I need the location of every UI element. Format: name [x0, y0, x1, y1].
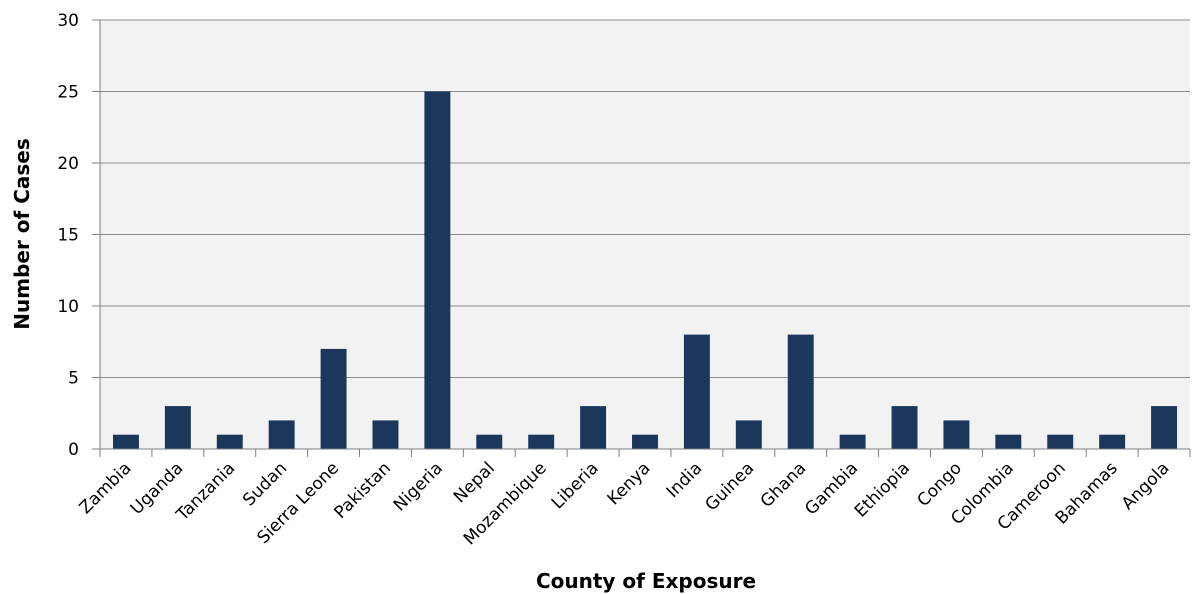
x-tick-label: Angola — [1118, 458, 1174, 514]
axes — [99, 20, 1191, 457]
x-tick-label: Liberia — [548, 458, 603, 513]
bar-kenya — [632, 434, 658, 449]
y-tick-label: 15 — [57, 226, 79, 246]
bars — [112, 91, 1178, 449]
x-tick-label: Kenya — [604, 458, 655, 509]
bar-nigeria — [424, 91, 451, 449]
bar-colombia — [995, 434, 1022, 449]
bar-ethiopia — [891, 406, 918, 449]
bar-mozambique — [528, 434, 555, 449]
y-tick-label: 5 — [68, 369, 79, 389]
bar-pakistan — [372, 420, 399, 449]
bar-uganda — [164, 406, 191, 449]
bar-cameroon — [1047, 434, 1074, 449]
gridlines — [92, 19, 1190, 450]
y-tick-label: 25 — [57, 83, 79, 103]
y-tick-labels: 0 5 10 15 20 25 30 — [57, 11, 79, 460]
bar-sudan — [268, 420, 295, 449]
bar-guinea — [735, 420, 762, 449]
bar-ghana — [787, 334, 814, 449]
x-tick-label: Nepal — [450, 458, 499, 507]
x-tick-label: Guinea — [702, 458, 759, 515]
x-tick-label: Ethiopia — [851, 458, 914, 521]
x-axis-title: County of Exposure — [536, 569, 756, 593]
bar-liberia — [580, 406, 607, 449]
bar-sierra-leone — [320, 348, 347, 449]
bar-congo — [943, 420, 970, 449]
bar-tanzania — [216, 434, 243, 449]
x-tick-label: Zambia — [76, 458, 136, 518]
bar-nepal — [476, 434, 503, 449]
y-tick-label: 0 — [68, 440, 79, 460]
bar-angola — [1151, 406, 1178, 449]
y-tick-label: 30 — [57, 11, 79, 31]
bar-zambia — [112, 434, 139, 449]
bar-bahamas — [1099, 434, 1126, 449]
bar-india — [683, 334, 710, 449]
x-tick-label: Nigeria — [390, 458, 447, 515]
bar-gambia — [839, 434, 866, 449]
y-tick-label: 20 — [57, 154, 79, 174]
x-tick-label: India — [663, 458, 707, 502]
y-axis-title: Number of Cases — [10, 138, 34, 329]
y-tick-label: 10 — [57, 297, 79, 317]
x-tick-label: Pakistan — [331, 458, 395, 522]
